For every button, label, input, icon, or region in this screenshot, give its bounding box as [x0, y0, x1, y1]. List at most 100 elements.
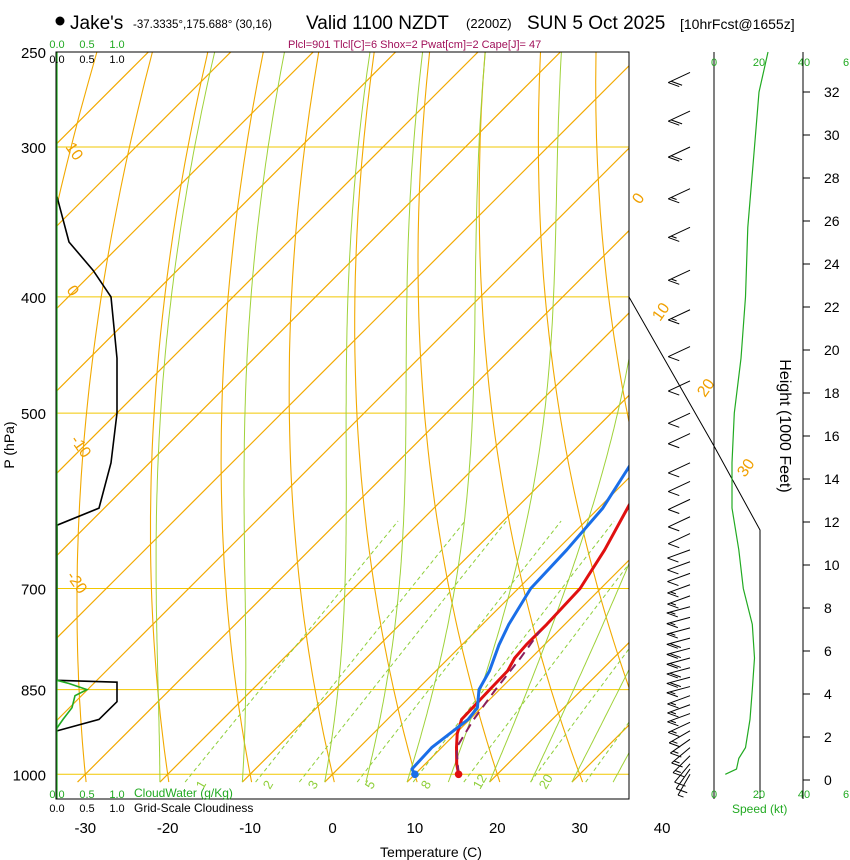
barb-flag — [670, 318, 677, 322]
barb-staff — [667, 695, 691, 705]
barb-flag — [670, 197, 677, 200]
barb-staff — [666, 637, 691, 645]
cloudiness-layer — [56, 52, 118, 799]
isotherm-label: 20 — [694, 376, 718, 400]
station-name: Jake's — [70, 13, 123, 34]
barb-flag — [670, 730, 677, 734]
pressure-tick-label: 850 — [21, 683, 46, 700]
barb-flag — [668, 356, 680, 362]
barb-flag — [666, 692, 678, 698]
barb-staff — [668, 346, 691, 358]
barb-flag — [670, 720, 677, 724]
moist-adiabat — [612, 751, 629, 783]
wind-panel-edge — [628, 52, 761, 799]
barb-flag — [673, 760, 680, 764]
mixing-ratio-label: 5 — [362, 778, 379, 792]
barb-staff — [670, 738, 691, 754]
barb-flag — [674, 781, 686, 787]
pressure-tick-label: 700 — [21, 581, 46, 598]
isotherm-label: 0 — [629, 190, 648, 207]
barb-staff — [667, 572, 691, 583]
cloudiness-scale-bottom: 0.5 — [79, 803, 94, 815]
barb-flag — [670, 155, 683, 161]
barb-flag — [677, 794, 684, 798]
barb-staff — [668, 110, 691, 122]
barb-staff — [668, 480, 691, 493]
pressure-axis-title: P (hPa) — [1, 421, 17, 468]
barb-staff — [668, 412, 691, 424]
barb-flag — [669, 672, 682, 678]
height-tick-label: 28 — [824, 170, 840, 186]
moist-adiabat — [571, 668, 629, 783]
barb-flag — [669, 662, 682, 668]
barb-flag — [670, 278, 677, 282]
temperature-tick-label: 40 — [654, 820, 671, 837]
height-tick-label: 2 — [824, 729, 832, 745]
wind-barb — [668, 226, 691, 242]
moist-adiabat — [155, 52, 216, 783]
isotherm-line — [159, 312, 629, 783]
dry-adiabat — [76, 52, 153, 783]
barb-flag — [668, 156, 680, 162]
mixing-ratio-line — [356, 520, 562, 783]
barb-flag — [672, 772, 685, 778]
wind-barb — [667, 695, 691, 709]
height-tick-label: 22 — [824, 299, 840, 315]
barb-flag — [670, 119, 683, 125]
height-axis-title: Height (1000 Feet) — [776, 359, 793, 492]
temperature-tick-label: -20 — [157, 820, 179, 837]
barb-flag — [667, 712, 679, 718]
barb-staff — [668, 71, 691, 84]
speed-scale-bottom: 40 — [798, 789, 810, 801]
barb-flag — [675, 770, 681, 773]
barb-flag — [666, 663, 678, 669]
barb-staff — [668, 309, 691, 321]
barb-staff — [667, 561, 691, 571]
height-tick-label: 30 — [824, 127, 840, 143]
cloudwater-legend: CloudWater (g/Kg) — [134, 786, 233, 800]
barb-flag — [670, 591, 677, 595]
wind-barb — [670, 738, 691, 758]
wind-barb — [668, 480, 691, 497]
cloudwater-scale-top: 0.0 — [49, 39, 64, 51]
moist-adiabat — [406, 52, 486, 783]
barb-staff — [667, 549, 691, 559]
mixing-ratio-label: 2 — [260, 778, 277, 792]
barb-flag — [666, 653, 678, 659]
barb-staff — [667, 713, 691, 723]
barb-staff — [672, 755, 691, 774]
barb-flag — [666, 623, 678, 629]
mixing-ratio-line — [412, 520, 615, 783]
isotherm-line — [406, 559, 629, 783]
isotherm-line — [56, 147, 629, 723]
dry-adiabat — [595, 52, 629, 425]
cloudiness-scale-top: 0.5 — [79, 54, 94, 66]
surface-dewpoint-dot — [411, 770, 419, 779]
wind-barb — [666, 676, 691, 688]
wind-barb — [668, 516, 691, 532]
barb-staff — [671, 747, 691, 764]
barb-flag — [669, 691, 676, 695]
cloudwater-profile — [56, 679, 90, 729]
wind-barb — [666, 637, 691, 649]
mixing-ratio-label: 8 — [418, 778, 435, 792]
wind-barb — [668, 533, 691, 549]
barb-flag — [668, 279, 680, 285]
height-tick-label: 10 — [824, 557, 840, 573]
isotherm-line — [654, 52, 850, 782]
speed-scale-top: 6 — [843, 57, 849, 69]
cloudiness-legend: Grid-Scale Cloudiness — [134, 801, 253, 815]
valid-time: Valid 1100 NZDT — [306, 13, 449, 34]
isotherm-line — [56, 52, 314, 311]
barb-flag — [667, 569, 679, 575]
height-tick-label: 12 — [824, 514, 840, 530]
speed-scale-top: 20 — [753, 57, 765, 69]
barb-flag — [669, 632, 676, 636]
isotherm-label: 30 — [734, 456, 758, 480]
wind-barb — [666, 647, 691, 659]
height-tick-label: 6 — [824, 643, 832, 659]
pressure-tick-label: 400 — [21, 290, 46, 307]
temperature-tick-label: 0 — [328, 820, 336, 837]
barb-flag — [668, 319, 680, 325]
